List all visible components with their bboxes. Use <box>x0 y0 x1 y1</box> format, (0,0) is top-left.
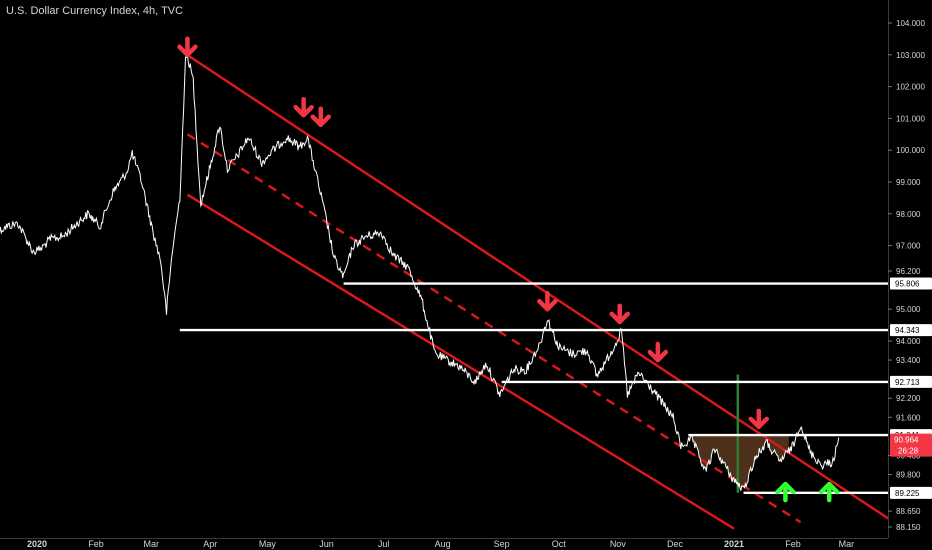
x-tick-label: 2021 <box>724 539 744 549</box>
level-label: 95.806 <box>895 280 920 289</box>
x-tick-label: May <box>259 539 277 549</box>
arrow-head <box>293 104 314 118</box>
x-tick-label: 2020 <box>27 539 47 549</box>
chart-title: U.S. Dollar Currency Index, 4h, TVC <box>6 5 184 17</box>
channel-line-2[interactable] <box>186 133 802 524</box>
level-label: 89.225 <box>895 489 920 498</box>
arrow-down-3 <box>310 106 332 128</box>
x-tick-label: Nov <box>610 539 627 549</box>
level-label-bg <box>890 486 932 499</box>
x-tick-label: Mar <box>144 539 160 549</box>
x-tick-label: Jul <box>378 539 390 549</box>
y-tick-label: 93.400 <box>896 356 921 365</box>
arrow-down-4 <box>537 290 558 312</box>
x-tick-label: Dec <box>667 539 684 549</box>
arrow-head <box>775 481 796 495</box>
y-tick-label: 98.000 <box>896 210 921 219</box>
arrow-head <box>177 44 198 58</box>
level-label-bg <box>890 324 932 337</box>
arrow-head <box>310 114 332 128</box>
level-label: 92.713 <box>895 378 920 387</box>
y-tick-label: 94.000 <box>896 337 921 346</box>
y-tick-label: 102.000 <box>896 83 925 92</box>
arrow-head <box>609 311 630 325</box>
x-tick-label: Apr <box>203 539 217 549</box>
arrow-up-9 <box>818 481 840 503</box>
y-tick-label: 97.000 <box>896 242 921 251</box>
arrow-up-8 <box>775 481 796 503</box>
y-tick-label: 101.000 <box>896 114 925 123</box>
y-tick-label: 91.600 <box>896 413 921 422</box>
x-tick-label: Oct <box>552 539 567 549</box>
arrow-head <box>537 298 558 312</box>
y-tick-label: 100.000 <box>896 146 925 155</box>
arrow-head <box>748 416 770 430</box>
x-tick-label: Feb <box>88 539 104 549</box>
y-tick-label: 92.200 <box>896 394 921 403</box>
x-tick-label: Sep <box>494 539 510 549</box>
arrow-down-6 <box>647 341 669 363</box>
arrow-down-1 <box>177 36 198 58</box>
channel-line-1[interactable] <box>186 54 903 528</box>
y-tick-label: 89.800 <box>896 471 921 480</box>
x-tick-label: Mar <box>839 539 855 549</box>
current-price-tag <box>890 433 932 457</box>
arrow-head <box>647 349 669 363</box>
arrow-down-2 <box>293 96 314 118</box>
level-label: 94.343 <box>895 326 920 335</box>
y-tick-label: 96.200 <box>896 267 921 276</box>
y-tick-label: 104.000 <box>896 19 925 28</box>
level-label-bg <box>890 375 932 388</box>
x-tick-label: Jun <box>319 539 334 549</box>
y-tick-label: 88.650 <box>896 507 921 516</box>
arrow-down-5 <box>609 303 630 325</box>
y-tick-label: 99.000 <box>896 178 921 187</box>
candle-countdown: 26:28 <box>898 447 919 456</box>
current-price-value: 90.964 <box>894 436 919 445</box>
price-series-line <box>0 54 840 491</box>
arrow-down-7 <box>748 408 770 430</box>
y-tick-label: 103.000 <box>896 51 925 60</box>
x-tick-label: Feb <box>785 539 801 549</box>
level-label-bg <box>890 277 932 290</box>
arrow-head <box>818 481 840 495</box>
channel-line-3[interactable] <box>186 193 735 530</box>
y-tick-label: 88.150 <box>896 523 921 532</box>
x-tick-label: Aug <box>435 539 451 549</box>
y-tick-label: 95.000 <box>896 305 921 314</box>
